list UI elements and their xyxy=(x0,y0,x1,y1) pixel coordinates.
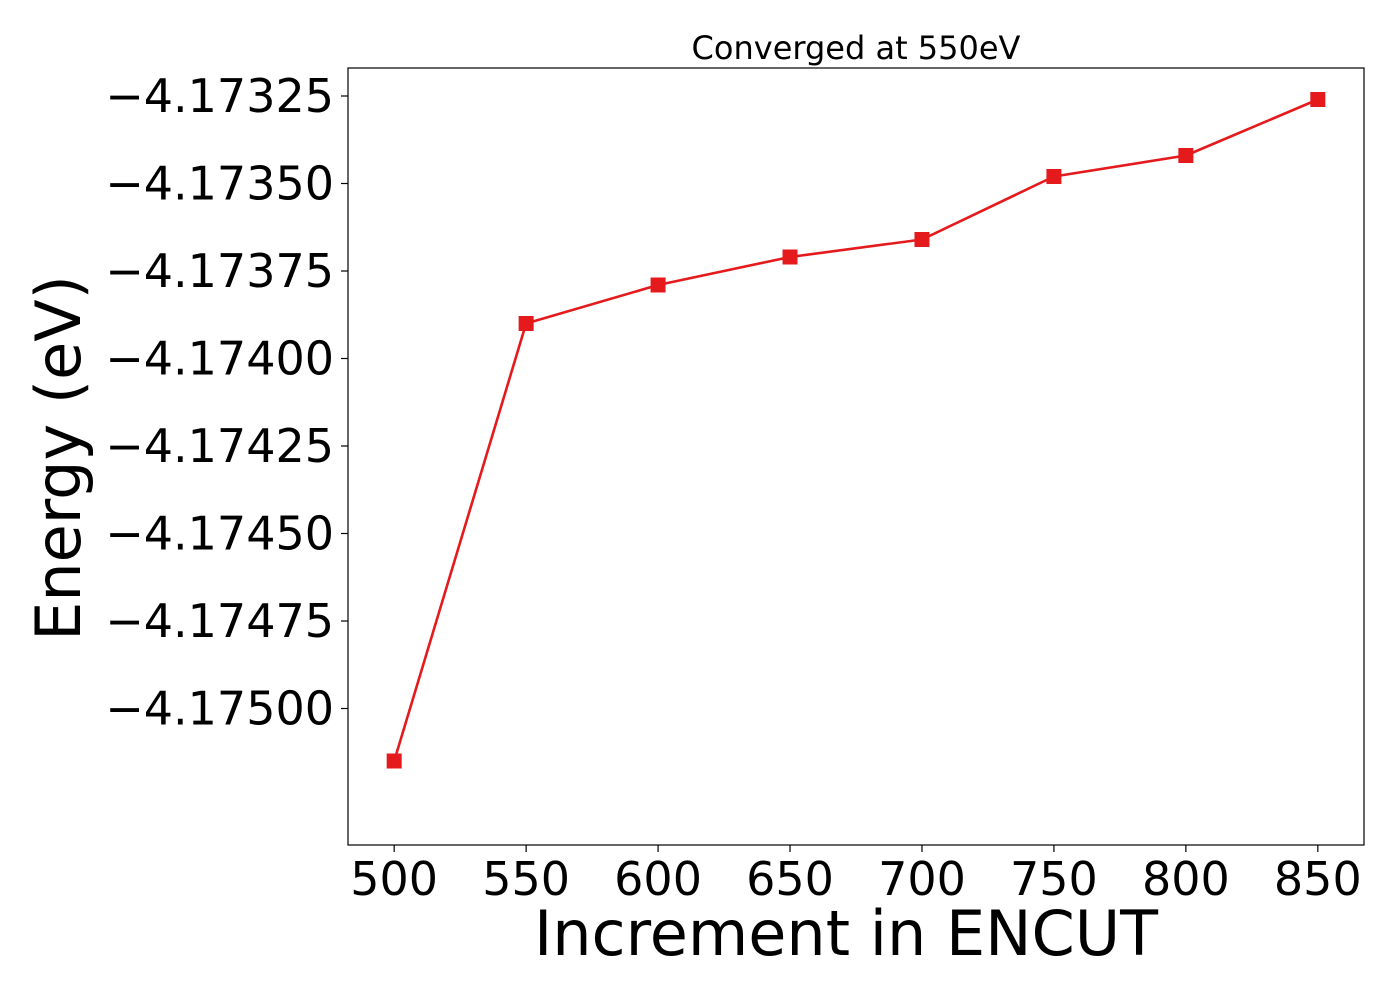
data-point xyxy=(782,249,798,265)
data-point xyxy=(1310,92,1326,107)
y-tick-label: −4.17375 xyxy=(105,244,334,298)
x-tick-label: 600 xyxy=(614,852,702,906)
series-layer xyxy=(386,92,1326,769)
data-point xyxy=(386,753,402,769)
x-tick-label: 650 xyxy=(746,852,834,906)
data-point xyxy=(914,232,930,247)
data-point xyxy=(1046,169,1062,184)
plot-area-frame xyxy=(347,67,1365,846)
y-tick-label: −4.17450 xyxy=(105,507,334,561)
x-axis-label: Increment in ENCUT xyxy=(534,897,1159,970)
x-tick-label: 800 xyxy=(1142,852,1230,906)
y-tick-label: −4.17400 xyxy=(105,332,334,386)
x-tick-label: 500 xyxy=(350,852,438,906)
chart-title: Converged at 550eV xyxy=(692,29,1021,67)
y-tick-label: −4.17350 xyxy=(105,157,334,211)
x-tick-label: 750 xyxy=(1010,852,1098,906)
y-axis-label: Energy (eV) xyxy=(22,275,95,641)
y-tick-label: −4.17425 xyxy=(105,419,334,473)
y-tick-label: −4.17475 xyxy=(105,594,334,648)
y-tick-label: −4.17325 xyxy=(105,69,334,123)
data-point xyxy=(1178,148,1194,163)
x-tick-label: 700 xyxy=(878,852,966,906)
y-axis: −4.17325 −4.17350 −4.17375 −4.17400 −4.17425… xyxy=(105,69,348,736)
data-point xyxy=(650,277,666,293)
x-axis: 500 550 600 650 700 750 800 850 xyxy=(350,845,1362,906)
x-tick-label: 850 xyxy=(1274,852,1362,906)
x-tick-label: 550 xyxy=(482,852,570,906)
data-point xyxy=(518,316,534,331)
series-line xyxy=(392,98,1319,762)
y-tick-label: −4.17500 xyxy=(105,682,334,736)
